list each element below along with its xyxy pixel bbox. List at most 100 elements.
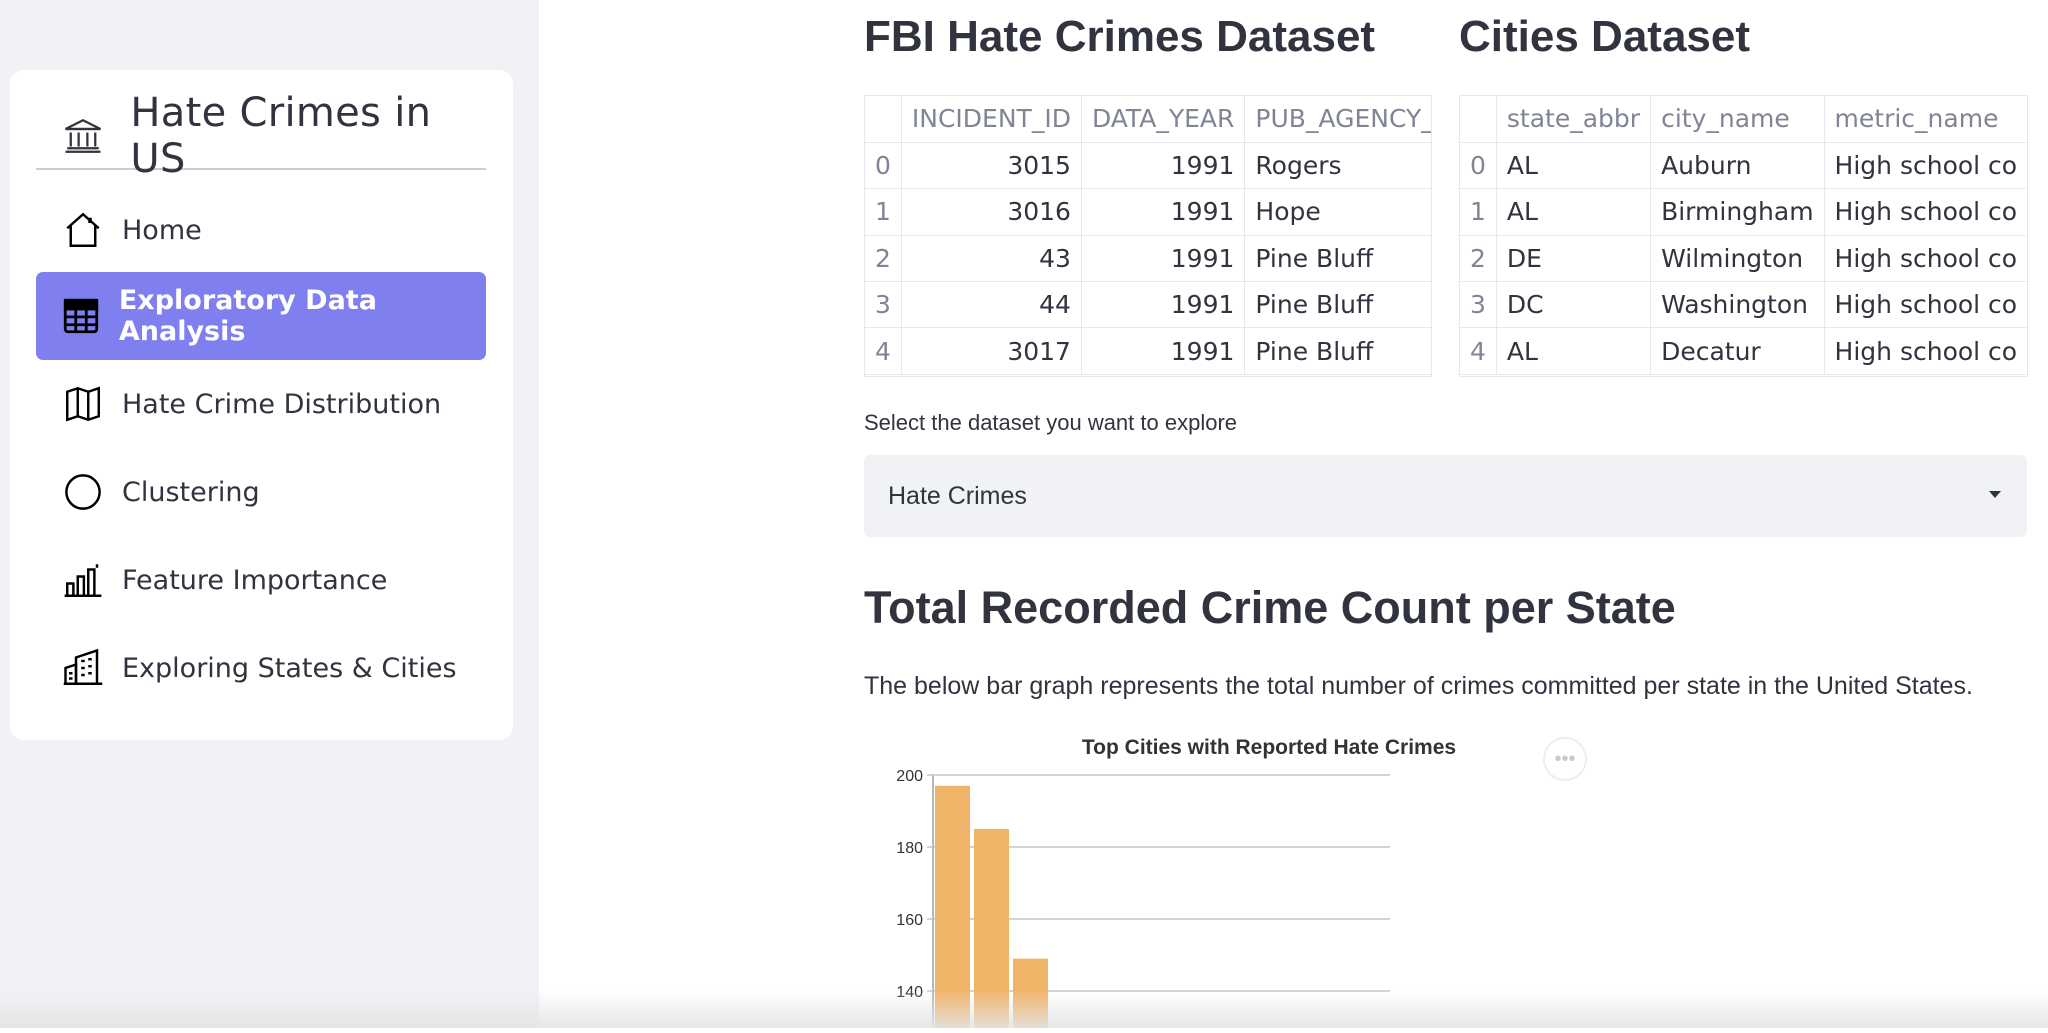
chart-bar[interactable] xyxy=(974,829,1009,1028)
menu-item-label: Exploratory Data Analysis xyxy=(118,285,377,347)
y-tick-label: 140 xyxy=(896,984,923,1001)
table-cell[interactable]: Rogers xyxy=(1244,142,1431,190)
bar-chart-svg: Top Cities with Reported Hate Crimes 140… xyxy=(896,736,1456,1028)
table-row: 2 43 1991 Pine Bluff xyxy=(865,235,1431,283)
table-cell[interactable]: High school co xyxy=(1824,235,2027,283)
more-options-icon[interactable]: ••• xyxy=(1543,737,1587,781)
nav-menu: Hate Crimes in US Home Exploratory Data … xyxy=(10,70,513,740)
table-header-row: state_abbr city_name metric_name xyxy=(1460,96,2027,143)
dataset-select[interactable]: Hate Crimes xyxy=(864,455,2027,537)
table-cell[interactable]: 1991 xyxy=(1081,327,1246,375)
house-icon xyxy=(60,207,106,253)
y-tick-label: 200 xyxy=(896,768,923,785)
table-cell[interactable]: 3015 xyxy=(901,142,1082,190)
table-cell[interactable]: 1991 xyxy=(1081,235,1246,283)
column-header[interactable]: INCIDENT_ID xyxy=(901,96,1082,143)
chart-bar[interactable] xyxy=(1013,958,1048,1028)
table-cell[interactable]: 1991 xyxy=(1081,188,1246,236)
table-cell[interactable]: Hope xyxy=(1244,188,1431,236)
sidebar: Hate Crimes in US Home Exploratory Data … xyxy=(0,0,539,1028)
column-header[interactable]: state_abbr xyxy=(1496,96,1652,143)
table-row: 3 DC Washington High school co xyxy=(1460,281,2027,329)
menu-item-label: Home xyxy=(122,214,202,246)
menu-item-feature-importance[interactable]: Feature Importance xyxy=(36,536,486,624)
table-cell[interactable]: Pine Bluff xyxy=(1244,235,1431,283)
table-cell[interactable]: AL xyxy=(1496,142,1652,190)
map-icon xyxy=(60,381,106,427)
row-index: 3 xyxy=(1460,281,1497,329)
table-cell[interactable]: DE xyxy=(1496,235,1652,283)
menu-title: Hate Crimes in US xyxy=(130,90,432,182)
section-description: The below bar graph represents the total… xyxy=(864,672,1973,700)
table-row: 4 3017 1991 Pine Bluff xyxy=(865,327,1431,375)
table-cell[interactable]: 3017 xyxy=(901,327,1082,375)
table-cell[interactable]: 1991 xyxy=(1081,142,1246,190)
bar-chart[interactable]: Top Cities with Reported Hate Crimes 140… xyxy=(864,725,1654,1028)
row-index: 0 xyxy=(865,142,902,190)
table-row: 0 AL Auburn High school co xyxy=(1460,142,2027,190)
chart-title: Top Cities with Reported Hate Crimes xyxy=(1082,736,1456,759)
y-tick-label: 160 xyxy=(896,912,923,929)
menu-item-label: Clustering xyxy=(122,476,260,508)
menu-header: Hate Crimes in US xyxy=(36,90,486,182)
menu-item-eda[interactable]: Exploratory Data Analysis xyxy=(36,272,486,360)
menu-item-label: Feature Importance xyxy=(122,564,388,596)
column-header[interactable] xyxy=(865,96,902,143)
table-cell[interactable]: AL xyxy=(1496,188,1652,236)
table-cell[interactable]: Decatur xyxy=(1650,327,1825,375)
table-row: 4 AL Decatur High school co xyxy=(1460,327,2027,375)
row-index: 4 xyxy=(865,327,902,375)
row-index: 2 xyxy=(1460,235,1497,283)
column-header[interactable] xyxy=(1460,96,1497,143)
y-tick-label: 180 xyxy=(896,840,923,857)
fbi-dataframe[interactable]: INCIDENT_ID DATA_YEAR PUB_AGENCY_ 0 3015… xyxy=(864,95,1432,377)
table-cell[interactable]: AL xyxy=(1496,327,1652,375)
dataset-select-value: Hate Crimes xyxy=(888,481,1027,510)
table-cell[interactable]: 1991 xyxy=(1081,281,1246,329)
buildings-icon xyxy=(60,645,106,691)
row-index: 1 xyxy=(865,188,902,236)
table-cell[interactable]: 44 xyxy=(901,281,1082,329)
column-header[interactable]: city_name xyxy=(1650,96,1825,143)
chevron-down-icon[interactable] xyxy=(1987,487,2003,505)
table-cell[interactable]: 3016 xyxy=(901,188,1082,236)
column-header[interactable]: PUB_AGENCY_ xyxy=(1244,96,1431,143)
table-cell[interactable]: Washington xyxy=(1650,281,1825,329)
menu-item-distribution[interactable]: Hate Crime Distribution xyxy=(36,360,486,448)
column-header[interactable]: DATA_YEAR xyxy=(1081,96,1246,143)
table-cell[interactable]: Wilmington xyxy=(1650,235,1825,283)
fbi-dataset-title: FBI Hate Crimes Dataset xyxy=(864,12,1376,61)
section-title: Total Recorded Crime Count per State xyxy=(864,582,1676,633)
table-cell[interactable]: Birmingham xyxy=(1650,188,1825,236)
bank-icon xyxy=(62,114,104,158)
table-cell[interactable]: Auburn xyxy=(1650,142,1825,190)
row-index: 0 xyxy=(1460,142,1497,190)
table-cell[interactable]: High school co xyxy=(1824,327,2027,375)
column-header[interactable]: metric_name xyxy=(1824,96,2027,143)
table-cell[interactable]: High school co xyxy=(1824,281,2027,329)
menu-item-label: Exploring States & Cities xyxy=(122,652,457,684)
table-cell[interactable]: High school co xyxy=(1824,188,2027,236)
table-cell[interactable]: High school co xyxy=(1824,142,2027,190)
table-row: 0 3015 1991 Rogers xyxy=(865,142,1431,190)
menu-item-clustering[interactable]: Clustering xyxy=(36,448,486,536)
menu-item-states-cities[interactable]: Exploring States & Cities xyxy=(36,624,486,712)
table-cell[interactable]: 43 xyxy=(901,235,1082,283)
row-index: 3 xyxy=(865,281,902,329)
row-index: 1 xyxy=(1460,188,1497,236)
cities-dataframe[interactable]: state_abbr city_name metric_name 0 AL Au… xyxy=(1459,95,2028,377)
dataset-select-label: Select the dataset you want to explore xyxy=(864,410,1238,435)
table-row: 2 DE Wilmington High school co xyxy=(1460,235,2027,283)
table-cell[interactable]: DC xyxy=(1496,281,1652,329)
menu-item-label: Hate Crime Distribution xyxy=(122,388,442,420)
table-cell[interactable]: Pine Bluff xyxy=(1244,327,1431,375)
table-row: 3 44 1991 Pine Bluff xyxy=(865,281,1431,329)
table-cell[interactable]: Pine Bluff xyxy=(1244,281,1431,329)
circle-icon xyxy=(60,469,106,515)
table-icon xyxy=(60,293,103,339)
bar-chart-icon xyxy=(60,557,106,603)
menu-item-home[interactable]: Home xyxy=(36,186,486,274)
main-content: FBI Hate Crimes Dataset Cities Dataset I… xyxy=(539,0,2048,1028)
table-row: 1 AL Birmingham High school co xyxy=(1460,188,2027,236)
chart-bar[interactable] xyxy=(935,785,970,1028)
